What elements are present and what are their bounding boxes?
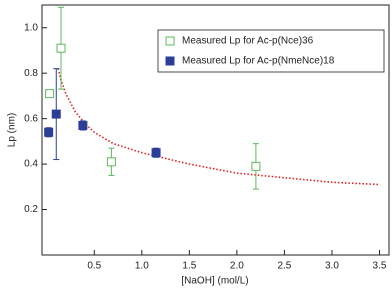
plot-frame: [41, 4, 390, 256]
x-tick-label: 2.5: [277, 261, 291, 272]
x-tick-label: 1.5: [182, 261, 196, 272]
y-tick-label: 0.2: [24, 204, 38, 215]
legend-box: [157, 29, 385, 73]
y-tick-label: 1.0: [24, 22, 38, 33]
y-axis-label: Lp (nm): [7, 113, 18, 147]
fit-line: [57, 68, 380, 186]
legend-marker: [165, 36, 175, 46]
x-tick-label: 1.0: [135, 261, 149, 272]
point: [45, 89, 55, 99]
point: [51, 109, 61, 119]
x-tick-label: 0.5: [87, 261, 101, 272]
legend-label: Measured Lp for Ac-p(Nce)36: [182, 36, 314, 47]
x-tick-label: 3.0: [325, 261, 339, 272]
y-tick-label: 0.8: [24, 68, 38, 79]
point: [106, 157, 116, 167]
x-axis-label: [NaOH] (mol/L): [181, 276, 248, 287]
point: [78, 120, 88, 130]
y-tick-label: 0.4: [24, 159, 38, 170]
x-tick-label: 2.0: [230, 261, 244, 272]
point: [251, 161, 261, 171]
legend-label: Measured Lp for Ac-p(NmeNce)18: [182, 56, 335, 67]
y-tick-label: 0.6: [24, 113, 38, 124]
legend-marker: [165, 56, 175, 66]
point: [56, 43, 66, 53]
point: [44, 127, 54, 137]
x-tick-label: 3.5: [373, 261, 387, 272]
point: [151, 148, 161, 158]
